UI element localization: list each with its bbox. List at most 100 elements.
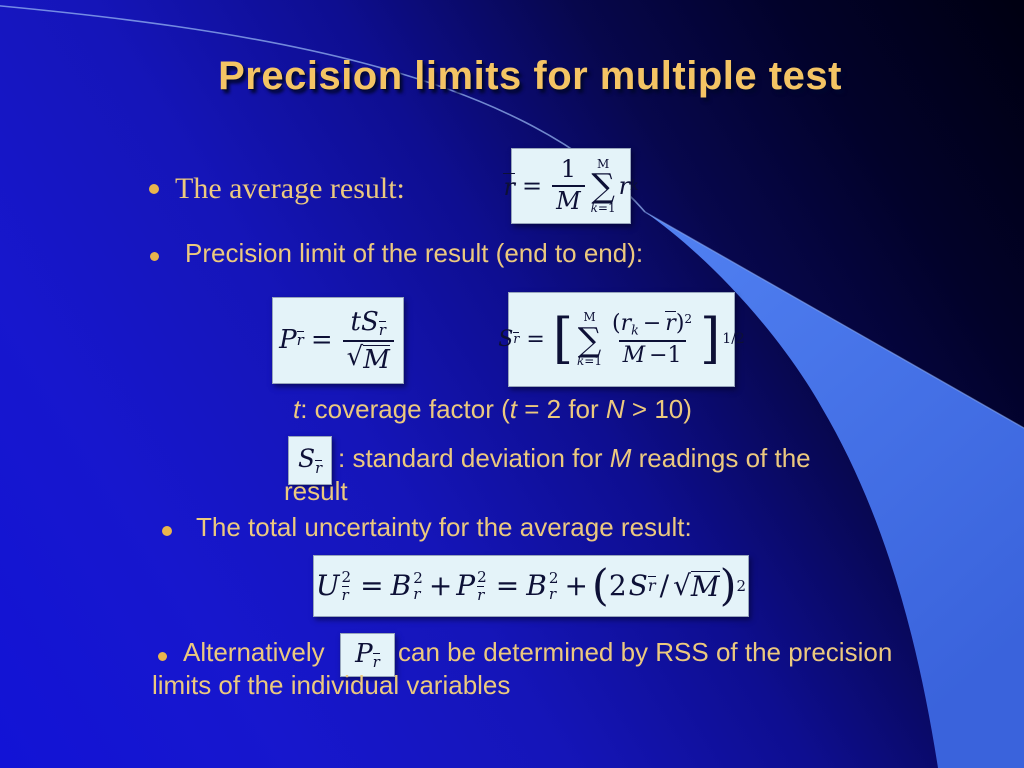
inline-s-symbol-box: Sr	[288, 436, 332, 485]
fraction: 1 M	[552, 155, 585, 216]
math-token: r	[647, 576, 656, 596]
math-token: P	[279, 325, 297, 356]
math-token: /	[659, 569, 670, 603]
swoosh-shape	[645, 212, 1024, 768]
math-token: S	[498, 326, 514, 352]
bullet-dot	[150, 252, 159, 261]
bullet-4-text-part2: can be determined by RSS of the precisio…	[398, 637, 893, 667]
bullet-2-text: Precision limit of the result (end to en…	[185, 238, 644, 268]
math-token: 2	[608, 569, 627, 603]
subscript: r	[513, 331, 520, 347]
bullet-dot	[158, 652, 167, 661]
superscript: 2	[736, 576, 747, 595]
subscript: r	[647, 576, 656, 596]
math-token: P	[456, 569, 476, 603]
paren: (	[591, 560, 609, 611]
subscript: r	[296, 331, 304, 350]
math-token: r	[378, 321, 386, 340]
math-token: =	[360, 569, 384, 603]
subscript: r	[548, 584, 557, 603]
subscript: k	[631, 323, 639, 339]
subscript: r	[413, 584, 421, 603]
coverage-factor-note: t: coverage factor (t = 2 for N > 10)	[293, 394, 692, 425]
subscript: r	[341, 585, 349, 604]
math-token: S	[628, 569, 648, 603]
math-token: =	[310, 325, 333, 356]
math-token: −1	[649, 342, 682, 368]
math-token: r	[372, 653, 380, 672]
paren: )	[675, 310, 685, 336]
bracket: ]	[700, 306, 721, 370]
subscript: r	[372, 653, 380, 672]
math-token: =1	[597, 200, 616, 215]
subscript: k	[630, 178, 639, 194]
bullet-1-text: The average result:	[175, 172, 405, 205]
subscript: r	[477, 585, 485, 604]
bracket: [	[552, 306, 573, 370]
math-token: r	[620, 310, 632, 336]
paren: )	[719, 560, 737, 611]
bullet-4-text-line2: limits of the individual variables	[152, 670, 511, 700]
sum-symbol: ∑	[591, 166, 615, 206]
math-token: +	[564, 569, 588, 603]
math-token: S	[360, 306, 379, 337]
math-token: (rk − r)2	[608, 310, 696, 340]
note-text: readings of the	[631, 443, 811, 473]
math-token: 1	[560, 155, 576, 184]
math-token: B	[390, 569, 412, 603]
math-token: t	[350, 306, 361, 337]
superscript: 2	[341, 568, 352, 587]
stddev-note-line1: : standard deviation for M readings of t…	[338, 443, 811, 474]
note-text: = 2 for	[517, 394, 606, 424]
note-text: > 10)	[624, 394, 692, 424]
fraction: (rk − r)2 M −1	[608, 310, 696, 369]
math-token: t	[509, 394, 518, 424]
math-token: −	[642, 310, 662, 336]
math-token: B	[526, 569, 547, 603]
math-token: S	[297, 444, 316, 474]
math-token: M −1	[618, 339, 686, 369]
sqrt-radical: √ M	[347, 342, 390, 376]
sqrt-radical: √ M	[673, 569, 720, 602]
sum-symbol: ∑	[577, 319, 602, 359]
math-token: r	[513, 331, 520, 347]
math-token: N	[605, 394, 625, 424]
slide-title: Precision limits for multiple test	[218, 54, 842, 98]
exponent: 1/2	[722, 331, 745, 348]
math-expression: Pr	[355, 639, 380, 671]
sum-upper-limit: M	[583, 310, 596, 325]
note-text: : standard deviation for	[338, 443, 610, 473]
math-token: t	[293, 394, 301, 424]
rbar-variable: r	[503, 173, 515, 201]
math-token: M	[622, 342, 646, 368]
math-expression: Sr	[297, 444, 323, 476]
inline-p-symbol-box: Pr	[340, 633, 395, 677]
math-token: r	[618, 172, 631, 200]
bullet-4-text-part1: Alternatively	[183, 637, 325, 667]
math-token: M	[363, 345, 390, 376]
sum-operator: M ∑ k=1	[591, 158, 616, 215]
superscript: 2	[684, 311, 693, 326]
math-token: r	[296, 331, 304, 350]
bullet-dot	[162, 526, 172, 536]
math-token: U	[315, 569, 340, 603]
bullet-3-text: The total uncertainty for the average re…	[196, 512, 692, 542]
math-token: M	[609, 443, 632, 473]
note-text: : coverage factor (	[300, 394, 510, 424]
superscript: 2	[477, 568, 487, 587]
math-token: tSr	[347, 307, 390, 341]
math-token: =	[526, 326, 545, 352]
sum-upper-limit: M	[596, 156, 610, 171]
math-token: =1	[584, 354, 602, 369]
